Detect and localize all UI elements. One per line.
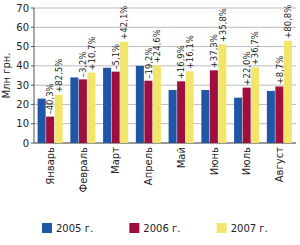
change-label: +8,7%: [275, 56, 285, 85]
bar: [177, 81, 185, 143]
labels: –40,3%+82,5%–3,2%+10,7%–5,1%+42,1%–19,2%…: [45, 5, 293, 115]
bar: [55, 95, 63, 143]
tick-label: 40: [16, 60, 29, 71]
bar: [218, 44, 226, 143]
axis-label: Млн грн.: [1, 52, 12, 98]
change-label: +24,6%: [152, 29, 162, 63]
change-label: +10,7%: [87, 36, 97, 70]
chart: 010203040506070Млн грн.–40,3%+82,5%–3,2%…: [0, 0, 300, 245]
category-label: Март: [110, 147, 121, 174]
bar: [275, 86, 283, 143]
legend-swatch: [217, 223, 227, 233]
category-label: Май: [176, 147, 187, 168]
legend: 2005 г. 2006 г. 2007 г.: [42, 223, 268, 234]
legend-label: 2007 г.: [231, 223, 268, 234]
grid-line: [34, 8, 296, 9]
tick-label: 30: [16, 80, 29, 91]
category-label: Июнь: [209, 147, 220, 175]
bar: [201, 90, 209, 143]
tick-label: 50: [16, 41, 29, 52]
category-label: Январь: [45, 147, 56, 185]
bar: [251, 67, 259, 143]
bar: [186, 71, 194, 143]
bar: [70, 77, 78, 143]
tick-label: 20: [16, 99, 29, 110]
bar: [169, 90, 177, 143]
bar: [79, 79, 87, 143]
change-label: –5,1%: [111, 44, 121, 70]
category-label: Июль: [241, 147, 252, 175]
tick-label: 60: [16, 22, 29, 33]
change-label: +80,8%: [283, 5, 293, 39]
change-label: +82,5%: [54, 59, 64, 93]
bar: [46, 117, 54, 143]
bar: [234, 98, 242, 143]
bar: [267, 91, 275, 143]
bar: [103, 68, 111, 143]
change-label: +16,1%: [185, 35, 195, 69]
legend-label: 2005 г.: [56, 223, 93, 234]
bar: [112, 72, 120, 143]
legend-swatch: [129, 223, 139, 233]
category-label: Февраль: [78, 147, 89, 193]
change-label: +42,1%: [119, 6, 129, 40]
change-label: +35,8%: [218, 8, 228, 42]
category-label: Август: [274, 147, 285, 182]
legend-label: 2006 г.: [143, 223, 180, 234]
change-label: +36,7%: [250, 31, 260, 65]
bar: [284, 41, 292, 143]
bar: [87, 73, 95, 143]
y-axis: [34, 8, 35, 143]
bar: [120, 42, 128, 143]
grid-line: [34, 27, 296, 28]
tick-label: 0: [23, 138, 29, 149]
tick-label: 70: [16, 3, 29, 14]
legend-swatch: [42, 223, 52, 233]
tick-label: 10: [16, 118, 29, 129]
bar: [210, 70, 218, 143]
bar: [243, 88, 251, 143]
bar: [144, 81, 152, 143]
bar: [153, 65, 161, 143]
category-label: Апрель: [143, 147, 154, 185]
